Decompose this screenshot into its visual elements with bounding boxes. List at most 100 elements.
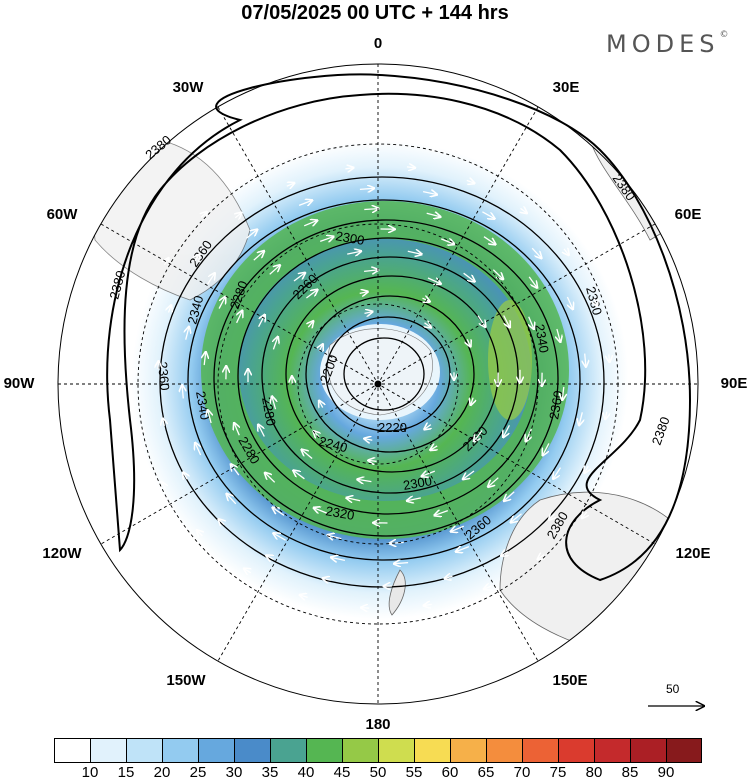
wind-vector-arrow — [538, 555, 544, 560]
wind-vector-arrow — [456, 547, 470, 552]
wind-vector-arrow — [492, 269, 503, 279]
wind-vector-arrow — [206, 273, 215, 285]
wind-vector-arrow — [286, 183, 294, 186]
wind-vector-arrow — [258, 315, 265, 328]
wind-vector-arrow — [314, 508, 328, 513]
colorbar-tick-label: 80 — [585, 764, 603, 781]
colorbar-tick-label: 15 — [117, 764, 135, 781]
wind-vector-arrow — [258, 425, 265, 437]
wind-vector-arrow — [483, 236, 495, 245]
contour-2200 — [343, 337, 425, 411]
wind-vector-arrow — [364, 209, 378, 210]
colorbar-tick-label: 60 — [441, 764, 459, 781]
wind-vector-arrow — [365, 439, 373, 441]
colorbar-tick-label: 10 — [81, 764, 99, 781]
wind-vector-arrow — [253, 251, 264, 261]
wind-vector-arrow — [407, 498, 421, 501]
wind-vector-arrow — [451, 526, 465, 531]
wind-vector-arrow — [197, 530, 203, 536]
contour-2280 — [261, 256, 519, 494]
contour-label: 2220 — [378, 420, 407, 435]
wind-vector-arrow — [504, 491, 515, 501]
wind-vector-arrow — [265, 473, 276, 483]
contour-2320 — [213, 219, 559, 537]
wind-vector-arrow — [488, 477, 499, 487]
latitude-circle — [297, 303, 459, 465]
lon-label-90w: 90W — [3, 375, 35, 392]
lon-label-90e: 90E — [720, 375, 748, 392]
wind-vector-arrow — [345, 168, 353, 169]
jet-core-yellowgreen — [488, 300, 532, 420]
wind-vector-arrow — [585, 466, 589, 473]
reference-vector-label: 50 — [666, 682, 680, 696]
colorbar-cell — [342, 738, 378, 763]
wind-vector-arrow — [614, 461, 617, 468]
wind-vector-arrow — [484, 586, 492, 589]
wind-vector-arrow — [361, 608, 370, 609]
wind-vector-arrow — [186, 327, 189, 340]
wind-vector-arrow — [425, 323, 431, 328]
wind-vector-arrow — [269, 265, 280, 275]
lon-label-30w: 30W — [172, 79, 204, 96]
wind-vector-arrow — [364, 312, 373, 314]
wind-vector-arrow — [244, 569, 251, 573]
wind-vector-arrow — [165, 258, 169, 265]
wind-vector-arrow — [273, 337, 277, 350]
wind-vector-arrow — [169, 306, 172, 313]
colorbar-cell — [522, 738, 558, 763]
colorbar-cell — [306, 738, 342, 763]
wind-vector-arrow — [227, 494, 237, 505]
wind-vector-arrow — [319, 401, 323, 408]
colorbar-tick-label: 35 — [261, 764, 279, 781]
colorbar-cell — [450, 738, 486, 763]
lon-label-60w: 60W — [46, 206, 78, 223]
arrow-right-icon — [648, 680, 706, 720]
wind-vector-arrow — [553, 467, 562, 479]
colorbar-cell — [666, 738, 702, 763]
colorbar-cell — [414, 738, 450, 763]
wind-vector-arrow — [407, 251, 422, 254]
wind-vector-arrow — [503, 315, 510, 328]
wind-vector-arrow — [501, 552, 508, 556]
wind-vector-arrow — [390, 543, 404, 544]
wind-vector-arrow — [631, 404, 632, 411]
wind-vector-arrow — [358, 479, 372, 481]
wind-vector-arrow — [567, 296, 572, 309]
contour-label: 2380 — [106, 269, 128, 301]
colorbar-cell — [378, 738, 414, 763]
wind-vector-arrow — [303, 221, 317, 226]
wind-vector-arrow — [531, 247, 541, 258]
geopotential-contours — [106, 73, 692, 588]
wind-vector-arrow — [272, 397, 276, 410]
wind-vector-arrow — [298, 200, 312, 205]
wind-vector-arrow — [140, 427, 142, 435]
wind-vector-arrow — [246, 230, 258, 239]
wind-vector-arrow — [543, 196, 549, 201]
wind-vector-arrow — [521, 208, 527, 213]
wind-vector-arrow — [204, 352, 206, 366]
colorbar-cell — [126, 738, 162, 763]
colorbar-cell — [198, 738, 234, 763]
contour-2380 — [106, 73, 692, 582]
colorbar-tick-label: 40 — [297, 764, 315, 781]
wind-vector-arrow — [359, 188, 374, 189]
colorbar-cell — [162, 738, 198, 763]
contour-label: 2320 — [324, 503, 355, 523]
wind-vector-arrow — [273, 508, 285, 516]
lon-label-120w: 120W — [42, 545, 82, 562]
lon-label-60e: 60E — [674, 206, 702, 223]
wind-vector-arrow — [582, 512, 587, 518]
wind-vector-arrow — [463, 272, 475, 281]
wind-vector-arrow — [429, 147, 438, 149]
lon-label-150w: 150W — [166, 672, 206, 689]
modes-logo: MODES© — [606, 30, 728, 58]
wind-vector-arrow — [195, 255, 200, 261]
wind-vector-arrow — [467, 339, 470, 346]
wind-vector-arrow — [183, 473, 187, 480]
south-pole-marker — [374, 380, 382, 388]
wind-vector-arrow — [466, 180, 474, 183]
colorbar-cell — [630, 738, 666, 763]
wind-vector-arrow — [564, 249, 569, 255]
colorbar-tick-label: 45 — [333, 764, 351, 781]
wind-vector-arrow — [234, 423, 239, 436]
